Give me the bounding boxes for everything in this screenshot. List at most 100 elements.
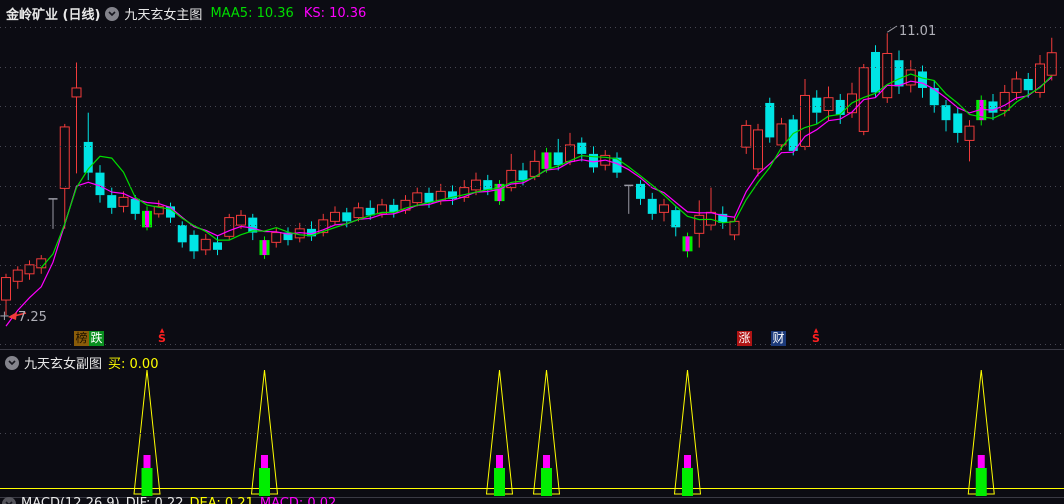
candle-up [529, 160, 540, 177]
gridline [0, 304, 1064, 305]
candle-down [307, 228, 316, 237]
candle-down [718, 213, 728, 223]
candle-up [905, 69, 916, 86]
candle-down [812, 97, 822, 113]
candle-down [553, 152, 563, 166]
signal-bar-green [141, 468, 153, 496]
main-chart-header: 金岭矿业 (日线) 九天玄女主图 MAA5: 10.36 KS: 10.36 [6, 4, 366, 23]
candle-down [365, 207, 375, 216]
candle-down [177, 225, 187, 243]
candle-up [753, 129, 763, 170]
candle-up [224, 217, 235, 237]
candle-up [741, 124, 752, 148]
candle-down [577, 142, 587, 154]
sell-signal-marker: ▲ S [812, 327, 820, 345]
signal-bar-magenta [261, 455, 268, 468]
chevron-down-icon[interactable] [2, 496, 16, 504]
candle-up [318, 219, 329, 234]
macd-header: MACD(12,26,9) DIF: 0.22 DEA: 0.21 MACD: … [2, 496, 336, 504]
up-arrow-icon: ▲ [813, 327, 819, 334]
sell-signal-marker: ▲ S [158, 327, 166, 345]
ks-line [5, 76, 1053, 327]
candle-up [729, 220, 740, 236]
candle-down [1023, 78, 1033, 91]
candle-up [118, 196, 129, 207]
main-indicator-name[interactable]: 九天玄女主图 [124, 8, 203, 23]
candle-up [1011, 78, 1022, 93]
up-arrow-icon: ▲ [159, 327, 165, 334]
candle-down [518, 170, 528, 181]
maa5-line [40, 73, 1053, 269]
candle-up [353, 207, 364, 219]
gridline [0, 106, 1064, 107]
candle-up [71, 87, 82, 98]
candle-up [800, 94, 810, 147]
candle-down [918, 71, 927, 88]
candle-down [788, 119, 798, 151]
candle-down [589, 153, 598, 168]
candle-down [835, 99, 845, 115]
badge-zhang: 涨 [737, 331, 752, 346]
ks-value: KS: 10.36 [303, 6, 367, 21]
candle-up [153, 205, 164, 215]
gridline [0, 225, 1064, 226]
candle-up [377, 204, 387, 215]
candle-up [59, 126, 70, 189]
candle-down [130, 198, 140, 214]
candle-down [107, 195, 117, 208]
high-price-annotation: 11.01 [899, 24, 937, 39]
candle-up [459, 187, 470, 198]
badge-die: 跌 [89, 331, 104, 346]
chevron-down-icon[interactable] [105, 6, 120, 21]
candle-up [12, 269, 23, 282]
candle-up [1046, 52, 1057, 76]
sub-chart-header: 九天玄女副图 买: 0.00 [5, 353, 158, 372]
macd-title[interactable]: MACD(12,26,9) [21, 496, 120, 504]
macd-value: MACD: 0.02 [259, 496, 337, 504]
candle-down [647, 198, 657, 214]
candle-up [999, 91, 1010, 111]
panel-separator-sub-macd [0, 497, 1064, 498]
candle-down [166, 206, 175, 218]
stock-title: 金岭矿业 (日线) [6, 8, 101, 23]
dea-value: DEA: 0.21 [189, 496, 254, 504]
candle-down [988, 101, 998, 113]
sub-indicator-name[interactable]: 九天玄女副图 [24, 357, 103, 372]
chevron-down-icon[interactable] [5, 355, 19, 370]
badge-cai: 财 [771, 331, 786, 346]
gridline [0, 186, 1064, 187]
candle-up [330, 211, 340, 222]
candle-up [776, 123, 787, 146]
candle-up [200, 238, 211, 251]
candle-up [412, 192, 423, 204]
dif-value: DIF: 0.22 [125, 496, 184, 504]
signal-bar-green [975, 468, 987, 496]
candle-down [894, 60, 904, 87]
candle-down [342, 212, 352, 222]
candle-down [636, 183, 645, 199]
candle-up [236, 214, 246, 226]
signal-bar-green [541, 468, 552, 496]
candle-up [823, 97, 834, 111]
candle-down [765, 102, 775, 138]
candle-down [389, 204, 399, 213]
candle-buy-signal [259, 240, 270, 256]
candle-up [694, 214, 705, 234]
candle-up [506, 169, 517, 189]
candle-down [953, 113, 963, 133]
candle-up [471, 179, 481, 191]
candle-up [882, 52, 893, 99]
candle-up [964, 125, 975, 141]
candle-down [612, 157, 622, 173]
candle-down [95, 172, 105, 196]
candle-down [871, 51, 880, 93]
candle-up [1, 277, 11, 301]
candle-buy-signal [976, 99, 987, 121]
gridline [0, 265, 1064, 266]
candle-down [424, 192, 434, 203]
maa5-value: MAA5: 10.36 [210, 6, 294, 21]
signal-bar-green [259, 468, 270, 496]
candle-buy-signal [541, 152, 552, 169]
gridline [0, 344, 1064, 345]
